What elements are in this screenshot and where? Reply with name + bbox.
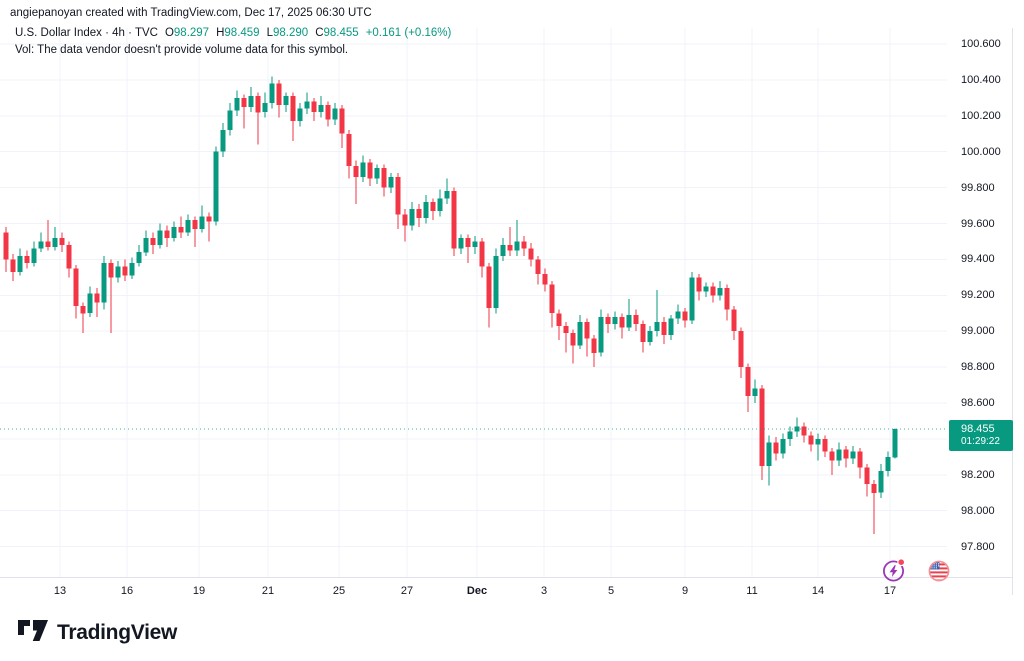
close-value: C98.455 (315, 27, 359, 39)
time-scale[interactable]: 13 16 19 21 25 27 Dec 3 5 9 11 14 17 (0, 585, 1012, 605)
time-axis-label: 9 (681, 585, 689, 597)
current-price-badge: 98.455 01:29:22 (949, 420, 1013, 451)
time-axis-label: 25 (332, 585, 346, 597)
tradingview-mark-icon (18, 620, 48, 646)
us-flag-icon[interactable] (927, 556, 951, 583)
symbol-title[interactable]: U.S. Dollar Index · 4h · TVC (15, 27, 158, 39)
time-axis-label: 17 (883, 585, 897, 597)
legend-row-main: U.S. Dollar Index · 4h · TVC O98.297 H98.4… (15, 25, 451, 42)
low-value: L98.290 (266, 27, 309, 39)
attribution-text: angiepanoyan created with TradingView.co… (10, 7, 372, 19)
tradingview-logo-text: TradingView (57, 621, 178, 644)
badge-price: 98.455 (961, 423, 995, 435)
time-axis-label: 21 (261, 585, 275, 597)
time-axis-label: 16 (120, 585, 134, 597)
tradingview-logo[interactable]: TradingView (18, 620, 177, 646)
flash-icon[interactable] (882, 556, 907, 583)
open-value: O98.297 (164, 27, 210, 39)
corner-icons (882, 556, 951, 583)
change-value: +0.161 (+0.16%) (365, 27, 452, 39)
time-axis-label: 11 (746, 585, 758, 597)
volume-legend: Vol: The data vendor doesn't provide vol… (15, 44, 349, 56)
time-axis-label: 19 (192, 585, 206, 597)
badge-countdown: 01:29:22 (961, 436, 1000, 447)
time-axis-label: 13 (53, 585, 67, 597)
high-value: H98.459 (216, 27, 260, 39)
time-axis-label: 27 (400, 585, 414, 597)
time-axis-label: 5 (607, 585, 615, 597)
chart-legend: U.S. Dollar Index · 4h · TVC O98.297 H98.4… (15, 25, 451, 59)
time-axis-label: 14 (811, 585, 825, 597)
time-axis-label: Dec (466, 585, 488, 597)
time-axis-label: 3 (540, 585, 548, 597)
